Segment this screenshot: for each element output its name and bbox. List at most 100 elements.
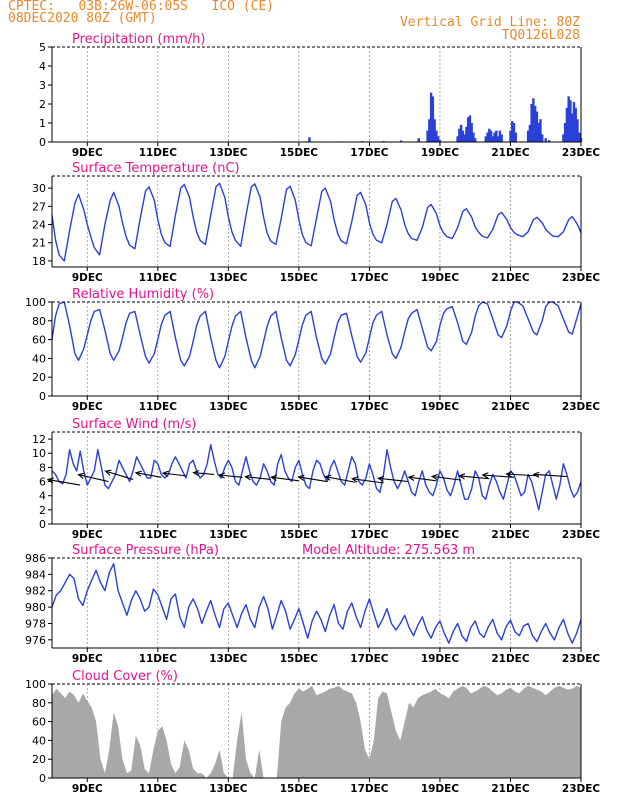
y-tick-label: 982 — [25, 585, 46, 598]
x-tick-label: 15DEC — [280, 783, 319, 795]
precip-bar — [459, 124, 463, 142]
precip-bar — [498, 130, 502, 142]
precip-bar — [493, 132, 496, 142]
precip-bar — [463, 134, 466, 142]
panel-pressure: 976 978 980 982 984 986 9DEC 11DEC 13DEC 15DEC 17D… — [25, 543, 600, 665]
wind-arrow-head — [505, 471, 513, 478]
wind-arrow-head — [458, 473, 466, 480]
y-tick-label: 40 — [32, 734, 46, 747]
precip-bar — [435, 130, 438, 142]
y-tick-label: 27 — [32, 200, 46, 213]
series-line-pressure — [51, 563, 582, 644]
y-tick-label: 20 — [32, 371, 46, 384]
x-tick-label: 23DEC — [562, 147, 601, 159]
y-tick-label: 2 — [39, 98, 46, 111]
x-tick-label: 15DEC — [280, 401, 319, 413]
wind-arrow — [324, 474, 356, 483]
panel-title-cloud: Cloud Cover (%) — [72, 669, 178, 684]
wind-arrow — [458, 473, 490, 480]
wind-arrow-shaft — [352, 478, 384, 484]
precip-bar — [565, 107, 569, 142]
panel-cloud: 0 20 40 60 80 100 9DEC 11DEC 13DEC 15DEC 17DEC 19DE… — [25, 669, 600, 795]
y-tick-label: 100 — [25, 296, 46, 309]
wind-arrow-shaft — [162, 472, 187, 477]
precip-bar — [399, 140, 403, 142]
wind-arrow — [505, 471, 539, 478]
y-tick-label: 0 — [39, 518, 46, 531]
wind-arrow — [430, 473, 462, 481]
y-tick-label: 3 — [39, 79, 46, 92]
wind-arrow-head — [407, 474, 415, 481]
x-tick-label: 9DEC — [72, 147, 103, 159]
x-tick-label: 23DEC — [562, 653, 601, 665]
precip-bar — [511, 121, 514, 142]
x-tick-label: 17DEC — [350, 401, 389, 413]
precip-bar — [429, 92, 433, 142]
wind-arrow-shaft — [219, 474, 243, 478]
wind-arrow — [481, 472, 515, 479]
x-tick-label: 21DEC — [491, 529, 530, 541]
wind-arrow-shaft — [105, 470, 134, 480]
y-tick-label: 12 — [32, 433, 46, 446]
wind-arrow-head — [430, 473, 438, 481]
wind-arrow — [192, 469, 215, 477]
y-tick-label: 24 — [32, 219, 46, 232]
x-tick-label: 19DEC — [421, 401, 460, 413]
precip-bar — [428, 119, 431, 142]
precip-bar — [539, 119, 542, 142]
precip-bar — [548, 140, 551, 142]
y-tick-label: 40 — [32, 352, 46, 365]
wind-arrow-shaft — [506, 473, 539, 477]
wind-arrow-shaft — [325, 476, 356, 483]
wind-arrow-head — [218, 472, 226, 479]
series-line-wind — [51, 444, 582, 511]
x-tick-label: 19DEC — [421, 272, 460, 284]
x-tick-label: 13DEC — [209, 147, 248, 159]
precip-bar — [535, 111, 539, 142]
wind-arrow-head — [297, 474, 305, 481]
x-tick-label: 11DEC — [139, 401, 178, 413]
y-tick-label: 978 — [25, 617, 46, 630]
x-tick-label: 9DEC — [72, 529, 103, 541]
y-tick-label: 2 — [39, 504, 46, 517]
header-station: CPTEC: 03B:26W-06:05S ICO (CE) — [8, 0, 275, 14]
y-tick-label: 6 — [39, 476, 46, 489]
y-tick-label: 20 — [32, 753, 46, 766]
panel-title-precip: Precipitation (mm/h) — [72, 32, 205, 47]
wind-arrow-head — [350, 476, 359, 483]
wind-arrow-head — [77, 472, 85, 479]
precip-bar — [491, 136, 495, 142]
precip-bar — [526, 130, 530, 142]
x-tick-label: 23DEC — [562, 272, 601, 284]
precip-bar — [537, 123, 540, 142]
panel-title-temp: Surface Temperature (nC) — [72, 161, 240, 176]
model-altitude-label: Model Altitude: 275.563 m — [302, 543, 475, 558]
y-tick-label: 980 — [25, 601, 46, 614]
wind-arrow-shaft — [245, 476, 271, 480]
y-tick-label: 21 — [32, 237, 46, 250]
x-tick-label: 11DEC — [139, 529, 178, 541]
precip-bar — [461, 130, 465, 142]
precip-bar — [456, 136, 459, 142]
x-tick-label: 11DEC — [139, 272, 178, 284]
precip-bar — [458, 128, 461, 142]
wind-arrow-head — [161, 470, 169, 477]
x-tick-label: 15DEC — [280, 529, 319, 541]
x-tick-label: 13DEC — [209, 272, 248, 284]
x-tick-label: 23DEC — [562, 401, 601, 413]
x-tick-label: 11DEC — [139, 653, 178, 665]
wind-arrow-shaft — [533, 473, 567, 478]
header-model-code: TQ0126L028 — [501, 28, 580, 43]
y-tick-label: 4 — [39, 490, 46, 503]
y-tick-label: 80 — [32, 697, 46, 710]
y-tick-label: 0 — [39, 772, 46, 785]
y-tick-label: 976 — [25, 634, 46, 647]
wind-arrow — [297, 474, 328, 483]
x-tick-label: 23DEC — [562, 783, 601, 795]
cloud-area — [52, 685, 581, 778]
precip-bar — [489, 130, 493, 142]
wind-arrow — [77, 472, 109, 483]
y-tick-label: 10 — [32, 447, 46, 460]
header-run-date: 08DEC2020 80Z (GMT) — [8, 11, 157, 26]
precip-bar — [496, 136, 500, 142]
